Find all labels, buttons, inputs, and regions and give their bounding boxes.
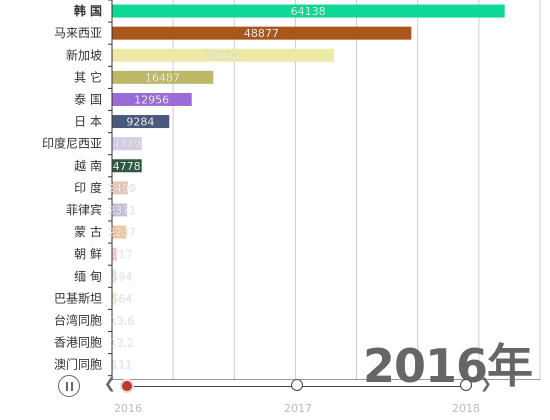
category-label: 日 本 bbox=[74, 115, 102, 129]
pause-bar-icon bbox=[70, 381, 73, 391]
category-label: 其 它 bbox=[74, 69, 102, 84]
bar-value-label: 2371 bbox=[108, 204, 136, 217]
bar-value-label: 48877 bbox=[244, 27, 279, 40]
bar bbox=[112, 70, 214, 84]
timeline-year-label: 2016 bbox=[114, 402, 142, 415]
timeline-year-label: 2017 bbox=[284, 402, 312, 415]
bar bbox=[112, 203, 127, 217]
bar-value-label: 2237 bbox=[108, 226, 136, 239]
bar bbox=[112, 269, 117, 283]
category-label: 新加坡 bbox=[66, 47, 102, 62]
bar-value-label: 36224 bbox=[205, 49, 240, 62]
bar bbox=[112, 159, 142, 173]
bar-value-label: 13.6 bbox=[110, 314, 135, 327]
bar-value-label: 16487 bbox=[145, 71, 180, 84]
bar-value-label: 12956 bbox=[134, 93, 169, 106]
bar bbox=[112, 137, 142, 151]
bar-value-label: 564 bbox=[112, 292, 133, 305]
bar-value-label: 111 bbox=[112, 359, 133, 372]
bar bbox=[112, 225, 127, 239]
bar-value-label: 9284 bbox=[126, 116, 154, 129]
bar bbox=[112, 92, 192, 106]
timeline: ❮ ❯ 2016 2017 2018 bbox=[0, 372, 550, 420]
bar bbox=[112, 181, 128, 195]
bar-chart: 韩 国 64138 马来西亚 48877 新加坡 36224 其 它 16487 泰 国 1295… bbox=[42, 0, 541, 380]
bar bbox=[112, 247, 117, 261]
category-label: 香港同胞 bbox=[54, 336, 102, 350]
bar bbox=[112, 26, 412, 40]
bar-value-label: 64138 bbox=[291, 5, 326, 18]
timeline-handle-2018[interactable] bbox=[460, 379, 472, 391]
bar bbox=[112, 291, 116, 305]
bar-value-label: 4779 bbox=[113, 138, 141, 151]
category-label: 印度尼西亚 bbox=[42, 136, 102, 151]
category-label: 蒙 古 bbox=[74, 224, 102, 239]
timeline-year-label: 2018 bbox=[452, 402, 480, 415]
timeline-prev-icon[interactable]: ❮ bbox=[104, 376, 116, 392]
bar-value-label: 2499 bbox=[108, 182, 136, 195]
category-label: 巴基斯坦 bbox=[54, 291, 102, 305]
category-label: 印 度 bbox=[74, 180, 102, 195]
timeline-handle-current[interactable] bbox=[120, 379, 134, 393]
category-label: 朝 鲜 bbox=[74, 247, 102, 261]
bar bbox=[112, 4, 505, 18]
timeline-handle-2017[interactable] bbox=[291, 379, 303, 391]
category-label: 澳门同胞 bbox=[54, 357, 102, 372]
bar bbox=[112, 115, 170, 129]
category-label: 缅 甸 bbox=[74, 269, 102, 283]
pause-bar-icon bbox=[65, 381, 68, 391]
bar bbox=[112, 48, 334, 62]
category-label: 韩 国 bbox=[74, 3, 102, 18]
bar-value-label: 594 bbox=[112, 270, 133, 283]
bar-value-label: 717 bbox=[112, 248, 133, 261]
current-year-label: 2016年 bbox=[362, 339, 533, 393]
category-label: 泰 国 bbox=[74, 92, 102, 106]
bar-value-label: 4778 bbox=[113, 160, 141, 173]
bar bbox=[112, 358, 114, 372]
bar-value-label: 13.2 bbox=[110, 337, 135, 350]
category-label: 菲律宾 bbox=[66, 202, 102, 217]
category-label: 马来西亚 bbox=[54, 26, 102, 40]
timeline-next-icon[interactable]: ❯ bbox=[480, 376, 492, 392]
pause-button[interactable] bbox=[58, 375, 80, 397]
category-label: 越 南 bbox=[74, 158, 102, 173]
category-label: 台湾同胞 bbox=[54, 312, 102, 327]
